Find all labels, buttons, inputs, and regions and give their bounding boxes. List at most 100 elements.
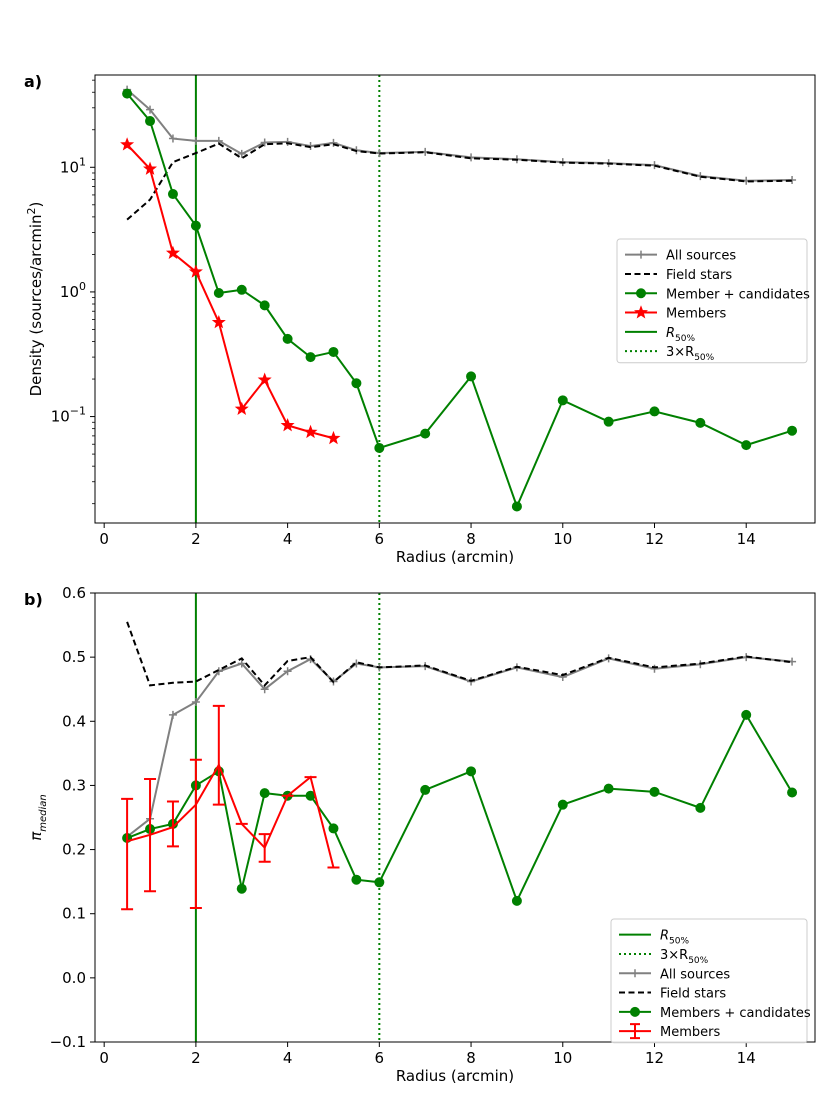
x-axis: 0 2 4 6 8 10 12 14 — [99, 523, 756, 548]
legend-entry: R50% — [625, 326, 695, 344]
y-tick-label: 100 — [60, 280, 86, 301]
data-point — [649, 786, 660, 797]
x-tick-label: 6 — [375, 1049, 385, 1067]
x-tick-label: 0 — [99, 530, 109, 548]
data-point — [603, 783, 614, 794]
x-tick-label: 6 — [375, 530, 385, 548]
legend-marker — [637, 250, 645, 259]
x-tick-label: 4 — [283, 1049, 293, 1067]
error-bar — [144, 778, 157, 893]
error-bar — [258, 833, 271, 863]
x-axis: 0 2 4 6 8 10 12 14 — [99, 1042, 756, 1067]
data-point — [374, 442, 385, 453]
data-point — [351, 874, 362, 885]
data-point — [259, 788, 270, 799]
y-axis: −0.1 0.0 0.1 0.2 0.3 0.4 0.5 0.6 — [50, 584, 95, 1051]
legend-entry: Field stars — [619, 987, 726, 1002]
x-tick-label: 12 — [645, 1049, 664, 1067]
x-tick-label: 8 — [466, 1049, 476, 1067]
y-tick-label: 10−1 — [51, 405, 86, 426]
legend-label: Members — [666, 307, 726, 322]
plot-area — [120, 75, 798, 523]
legend-entry: Members — [625, 305, 726, 322]
data-point — [741, 440, 752, 451]
x-tick-label: 4 — [283, 530, 293, 548]
data-point — [511, 895, 522, 906]
error-bar — [189, 758, 202, 909]
legend-entry: 3×R50% — [619, 948, 709, 966]
error-bar — [212, 704, 225, 806]
y-tick-label: 0.6 — [62, 584, 86, 602]
y-tick-label: 101 — [60, 155, 86, 176]
x-axis-label: Radius (arcmin) — [396, 1067, 514, 1085]
legend-entry: 3×R50% — [625, 345, 715, 363]
legend-box — [616, 238, 808, 364]
data-point — [236, 284, 247, 295]
data-point — [283, 137, 292, 146]
data-point — [282, 333, 293, 344]
series-members-candidates — [122, 709, 798, 906]
legend-marker — [636, 288, 646, 299]
data-point — [787, 787, 798, 798]
data-point — [374, 877, 385, 888]
series-line — [126, 762, 335, 868]
data-point — [145, 116, 156, 127]
error-bar — [166, 800, 179, 848]
x-tick-label: 10 — [553, 1049, 572, 1067]
data-point — [466, 371, 477, 382]
series-line — [126, 88, 793, 182]
plot-area — [121, 593, 798, 1042]
x-tick-label: 8 — [466, 530, 476, 548]
series-field-stars — [126, 621, 793, 687]
data-point — [420, 784, 431, 795]
data-point — [122, 88, 133, 99]
x-tick-label: 2 — [191, 530, 201, 548]
legend-label: R50% — [666, 326, 695, 344]
data-point — [257, 372, 272, 386]
x-tick-label: 14 — [737, 1049, 756, 1067]
data-point — [168, 710, 177, 719]
legend-label: All sources — [660, 967, 730, 982]
data-point — [695, 802, 706, 813]
series-members — [120, 137, 341, 445]
legend-label: Member + candidates — [666, 287, 810, 302]
x-tick-label: 0 — [99, 1049, 109, 1067]
data-point — [191, 698, 200, 707]
data-point — [234, 401, 249, 415]
data-point — [649, 406, 660, 417]
data-point — [511, 501, 522, 512]
series-line — [126, 621, 793, 687]
legend-entry: All sources — [619, 967, 730, 982]
data-point — [237, 149, 246, 158]
data-point — [237, 659, 246, 668]
y-axis-label: πmedian — [27, 794, 49, 841]
data-point — [259, 300, 270, 311]
data-point — [557, 799, 568, 810]
data-point — [787, 425, 798, 436]
legend-label: R50% — [660, 929, 689, 947]
data-point — [120, 137, 135, 151]
data-point — [741, 709, 752, 720]
data-point — [260, 138, 269, 147]
data-point — [603, 416, 614, 427]
legend: All sources Field stars Member + candidate… — [616, 238, 810, 364]
y-axis: 10−1 100 101 — [51, 79, 95, 505]
data-point — [188, 264, 203, 278]
data-point — [466, 766, 477, 777]
data-point — [328, 346, 339, 357]
legend-label: All sources — [666, 249, 736, 264]
x-axis-label: Radius (arcmin) — [396, 548, 514, 566]
data-point — [351, 378, 362, 389]
data-point — [236, 883, 247, 894]
panel-b: b) 0 2 4 6 8 10 12 14 Radius (arcmin) −0.1 0.0 0.1 0.… — [24, 584, 816, 1085]
y-tick-label: 0.4 — [62, 712, 86, 730]
x-tick-label: 14 — [737, 530, 756, 548]
series-line — [126, 143, 334, 440]
legend-marker — [634, 305, 648, 319]
data-point — [326, 430, 341, 445]
legend: R50%3×R50%All sources Field stars Members … — [610, 918, 811, 1044]
data-point — [167, 189, 178, 200]
legend-box — [610, 918, 808, 1044]
data-point — [557, 395, 568, 406]
